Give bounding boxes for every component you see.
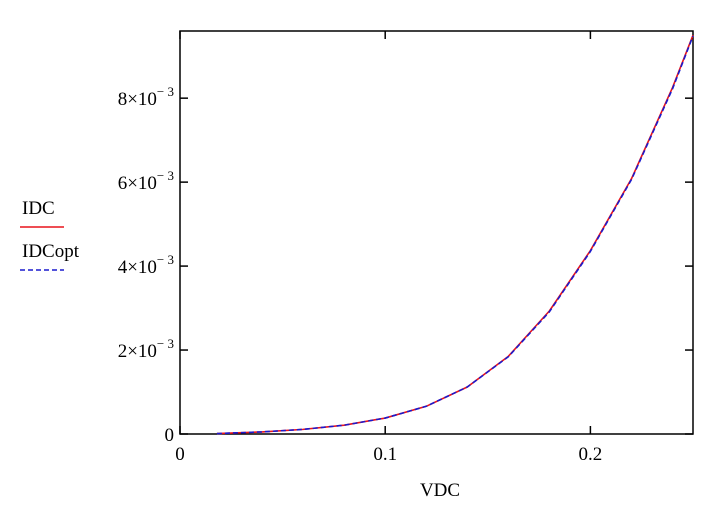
series-layer bbox=[216, 34, 694, 435]
y-tick-exponent: − 3 bbox=[157, 168, 174, 183]
y-tick-mantissa: 4×10 bbox=[118, 257, 157, 278]
x-tick-label: 0 bbox=[175, 444, 185, 465]
y-tick-mantissa: 2×10 bbox=[118, 341, 157, 362]
x-axis-title: VDC bbox=[420, 480, 460, 501]
y-tick-exponent: − 3 bbox=[157, 336, 174, 351]
legend-label-idc: IDC bbox=[22, 198, 55, 219]
series-line-idc bbox=[216, 34, 694, 435]
ticks-layer: 0 0.1 0.202×10− 34×10− 36×10− 38×10− 3 bbox=[118, 31, 693, 465]
y-tick-exponent: − 3 bbox=[157, 84, 174, 99]
y-tick-mantissa: 8×10 bbox=[118, 89, 157, 110]
y-tick-label: 8×10− 3 bbox=[118, 84, 174, 110]
x-tick-label: 0.1 bbox=[373, 444, 397, 465]
y-tick-mantissa: 6×10 bbox=[118, 173, 157, 194]
plot-frame bbox=[179, 30, 694, 435]
y-tick-label: 6×10− 3 bbox=[118, 168, 174, 194]
y-tick-mantissa: 0 bbox=[165, 425, 175, 446]
y-tick-label: 4×10− 3 bbox=[118, 252, 174, 278]
y-tick-label: 2×10− 3 bbox=[118, 336, 174, 362]
legend: IDC IDCopt bbox=[20, 198, 80, 271]
y-tick-label: 0 bbox=[165, 425, 175, 446]
series-line-idcopt bbox=[216, 35, 694, 435]
x-tick-label: 0.2 bbox=[579, 444, 603, 465]
y-tick-exponent: − 3 bbox=[157, 252, 174, 267]
legend-label-idcopt: IDCopt bbox=[22, 241, 80, 262]
